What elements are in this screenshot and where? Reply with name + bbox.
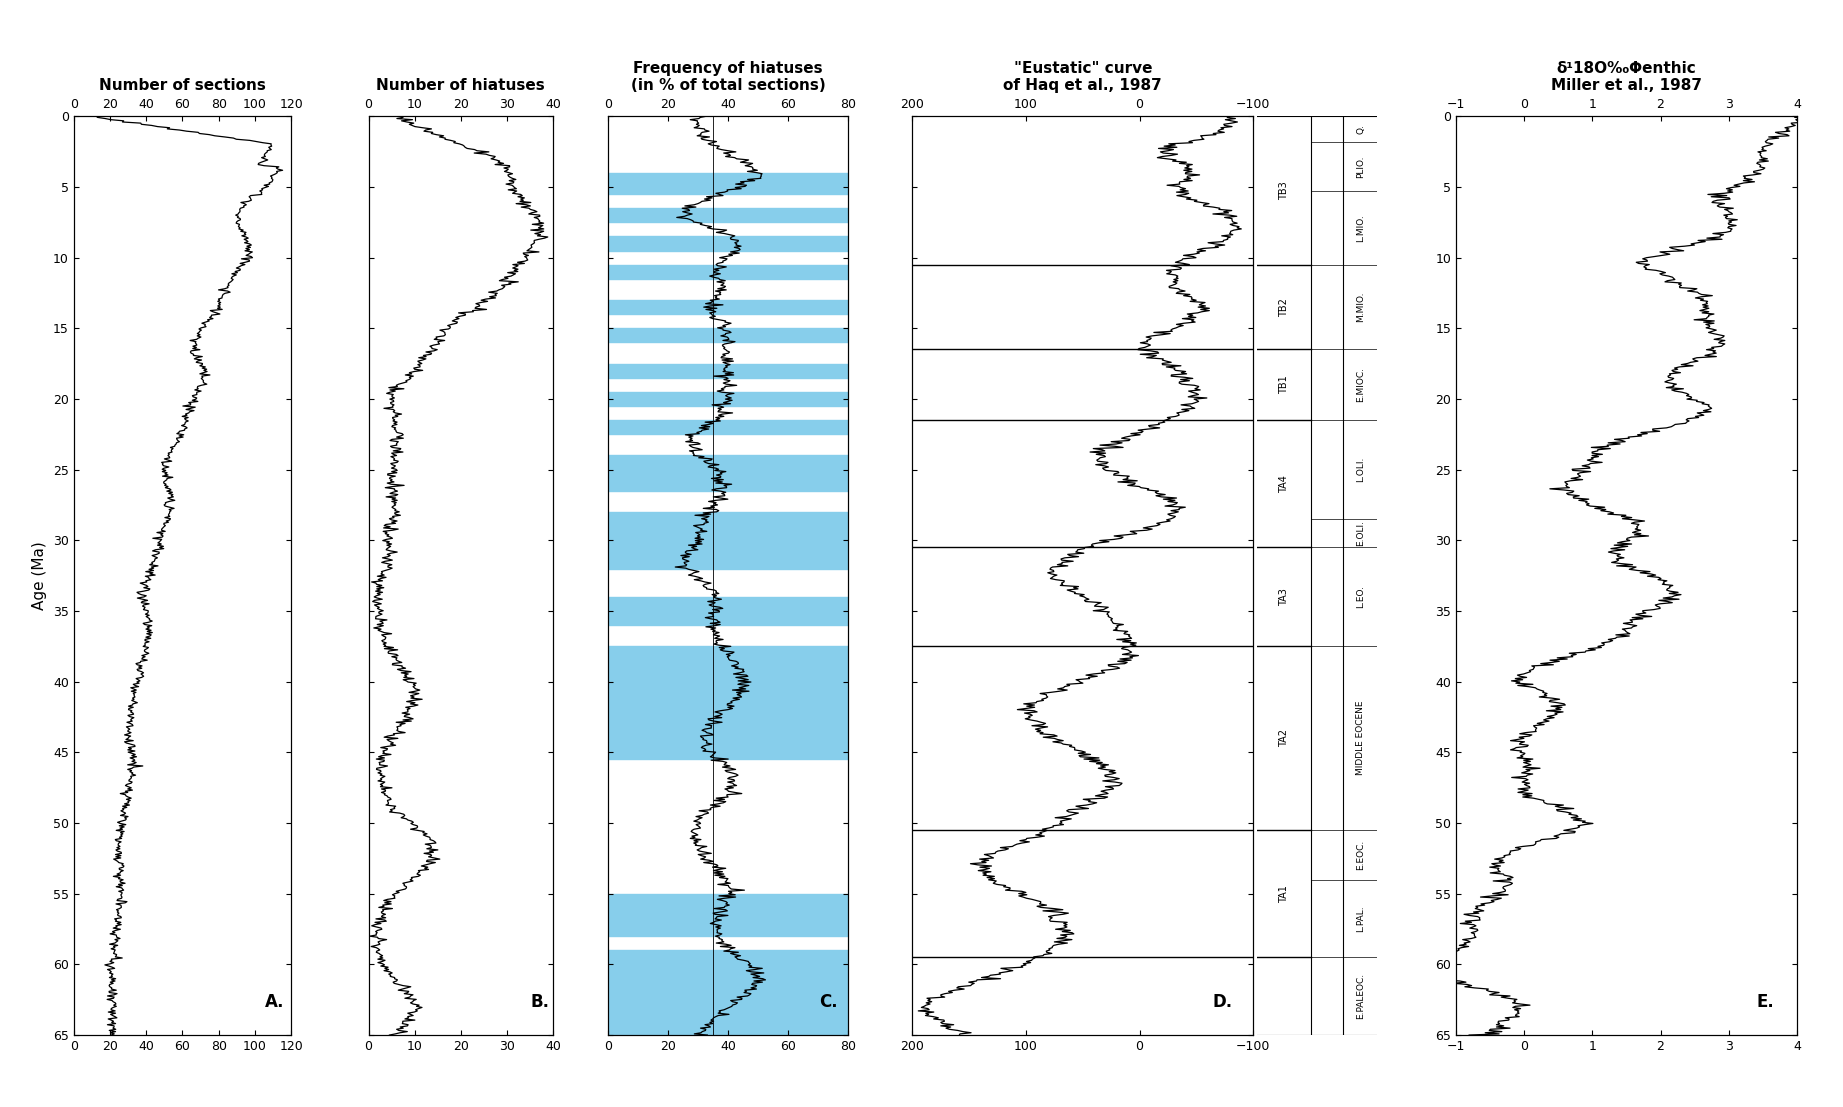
Text: PLIO.: PLIO. <box>1356 155 1366 177</box>
Text: E.OLI.: E.OLI. <box>1356 520 1366 546</box>
Bar <box>608 265 848 279</box>
Text: D.: D. <box>1213 993 1233 1012</box>
Title: Number of sections: Number of sections <box>100 77 265 93</box>
Bar <box>608 173 848 194</box>
Text: TA4: TA4 <box>1279 475 1288 493</box>
Text: TA1: TA1 <box>1279 884 1288 902</box>
Bar <box>608 421 848 434</box>
Text: E.: E. <box>1756 993 1773 1012</box>
Text: L.OLI.: L.OLI. <box>1356 457 1366 483</box>
Text: TA3: TA3 <box>1279 588 1288 606</box>
Text: E.EOC.: E.EOC. <box>1356 840 1366 870</box>
Title: δ¹18O‰Φenthic
Miller et al., 1987: δ¹18O‰Φenthic Miller et al., 1987 <box>1552 61 1701 93</box>
Text: Q.: Q. <box>1356 124 1366 134</box>
Bar <box>608 513 848 569</box>
Text: A.: A. <box>265 993 284 1012</box>
Bar <box>608 392 848 406</box>
Text: E.PALEOC.: E.PALEOC. <box>1356 973 1366 1020</box>
Text: TA2: TA2 <box>1279 730 1288 747</box>
Bar <box>608 455 848 490</box>
Bar <box>608 597 848 625</box>
Text: MIDDLE EOCENE: MIDDLE EOCENE <box>1356 701 1366 775</box>
Bar <box>608 363 848 377</box>
Bar <box>608 300 848 314</box>
Bar <box>608 950 848 1035</box>
Bar <box>608 237 848 250</box>
Y-axis label: Age (Ma): Age (Ma) <box>33 541 48 610</box>
Text: L.EO.: L.EO. <box>1356 586 1366 609</box>
Text: TB2: TB2 <box>1279 298 1288 317</box>
Text: TB1: TB1 <box>1279 375 1288 394</box>
Title: Number of hiatuses: Number of hiatuses <box>376 77 546 93</box>
Text: M.MIO.: M.MIO. <box>1356 292 1366 322</box>
Title: Frequency of hiatuses
(in % of total sections): Frequency of hiatuses (in % of total sec… <box>630 61 826 93</box>
Text: L.PAL.: L.PAL. <box>1356 906 1366 932</box>
Text: L.MIO.: L.MIO. <box>1356 214 1366 241</box>
Bar <box>608 208 848 223</box>
Text: C.: C. <box>818 993 839 1012</box>
Text: E.MIOC.: E.MIOC. <box>1356 368 1366 402</box>
Bar <box>608 646 848 759</box>
Text: B.: B. <box>531 993 549 1012</box>
Bar <box>608 893 848 937</box>
Bar <box>608 329 848 342</box>
Title: "Eustatic" curve
of Haq et al., 1987: "Eustatic" curve of Haq et al., 1987 <box>1003 61 1163 93</box>
Text: TB3: TB3 <box>1279 182 1288 200</box>
